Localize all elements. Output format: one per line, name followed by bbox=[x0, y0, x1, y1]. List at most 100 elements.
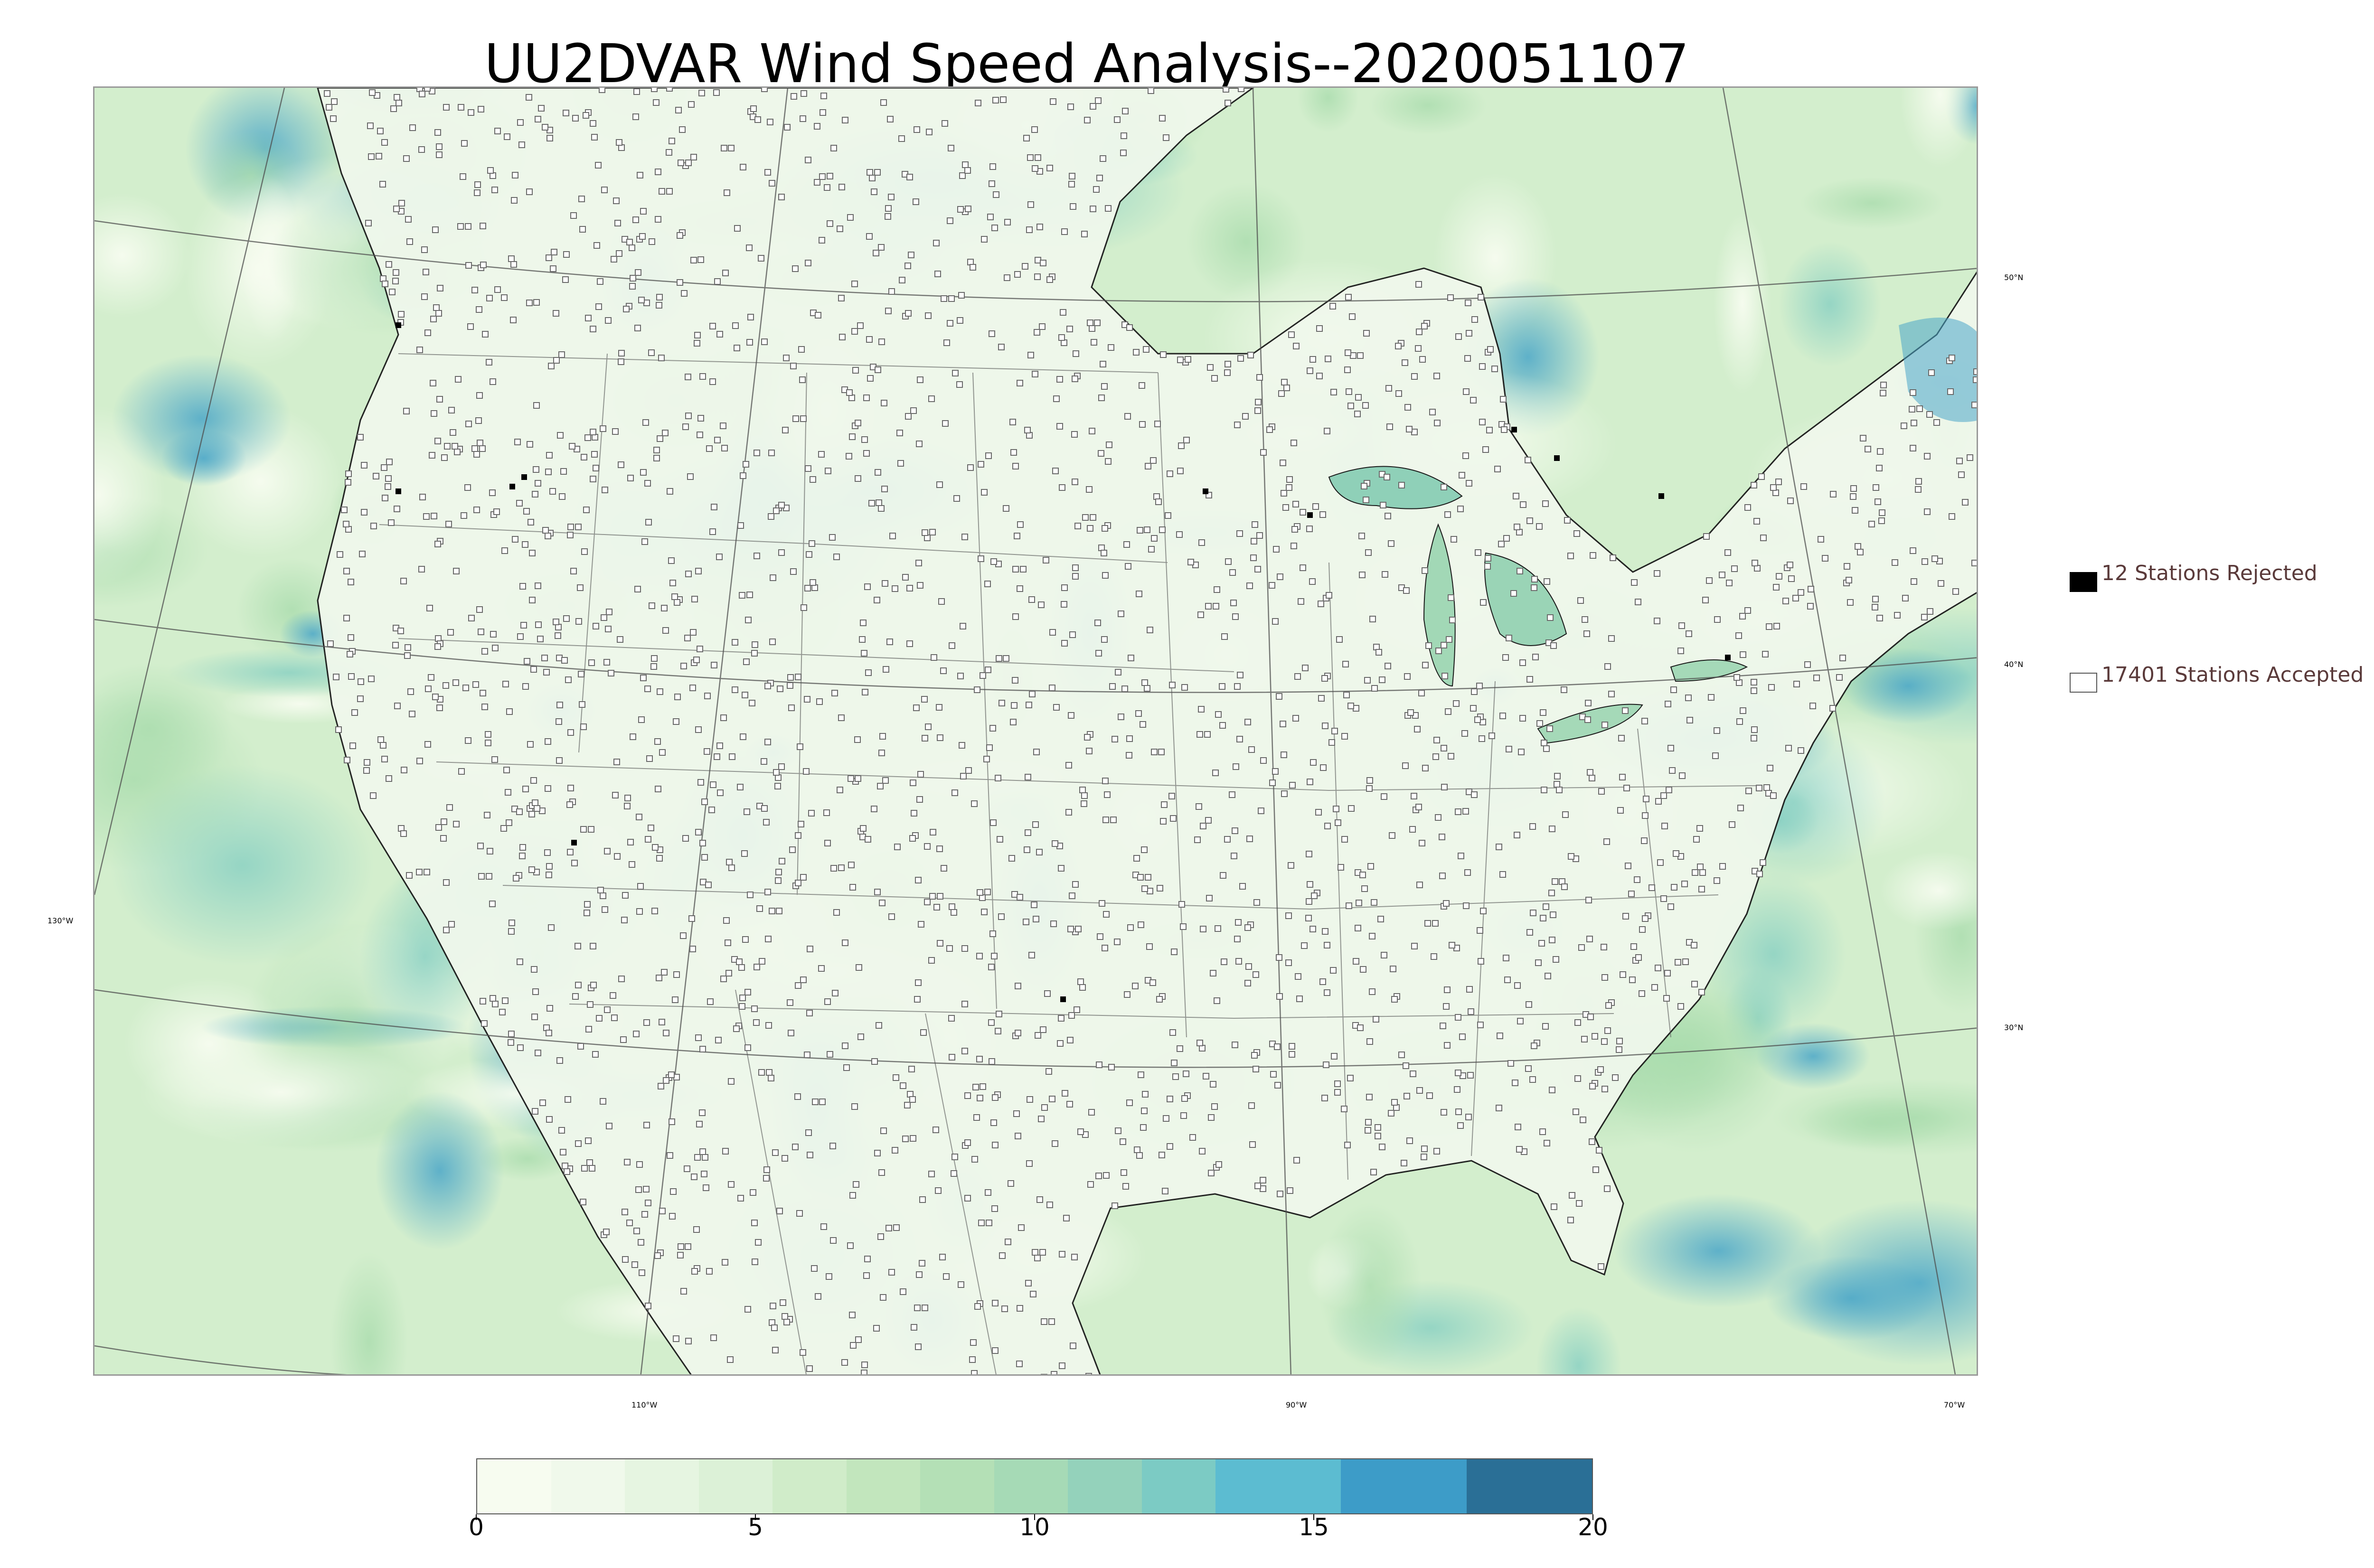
accepted-station-marker bbox=[1502, 654, 1509, 661]
accepted-station-marker bbox=[493, 508, 500, 515]
accepted-station-marker bbox=[1137, 874, 1144, 881]
accepted-station-marker bbox=[1147, 627, 1153, 633]
accepted-station-marker bbox=[662, 430, 669, 436]
accepted-station-marker bbox=[1682, 958, 1689, 965]
accepted-station-marker bbox=[1543, 745, 1550, 752]
accepted-station-marker bbox=[763, 819, 770, 826]
accepted-station-marker bbox=[1365, 1119, 1372, 1126]
accepted-station-marker bbox=[435, 824, 442, 831]
accepted-station-marker bbox=[682, 423, 689, 430]
accepted-station-marker bbox=[1091, 339, 1097, 346]
accepted-station-marker bbox=[878, 338, 885, 345]
accepted-station-marker bbox=[1120, 150, 1127, 156]
accepted-station-marker bbox=[484, 812, 490, 818]
accepted-station-marker bbox=[1331, 1053, 1338, 1060]
accepted-station-marker bbox=[1760, 859, 1766, 866]
accepted-station-marker bbox=[986, 744, 993, 751]
accepted-station-marker bbox=[485, 740, 491, 746]
accepted-station-marker bbox=[1655, 798, 1662, 805]
accepted-station-marker bbox=[739, 1003, 745, 1010]
accepted-station-marker bbox=[1526, 676, 1533, 683]
accepted-station-marker bbox=[1017, 521, 1024, 528]
accepted-station-marker bbox=[993, 191, 999, 198]
accepted-station-marker bbox=[877, 1233, 884, 1240]
accepted-station-marker bbox=[1254, 566, 1261, 573]
accepted-station-marker bbox=[636, 814, 642, 820]
accepted-station-marker bbox=[951, 789, 958, 796]
accepted-station-marker bbox=[1467, 1072, 1474, 1079]
accepted-station-marker bbox=[1067, 926, 1074, 932]
accepted-station-marker bbox=[996, 655, 1002, 662]
accepted-station-marker bbox=[951, 909, 957, 916]
accepted-station-marker bbox=[998, 344, 1005, 350]
accepted-station-marker bbox=[1712, 752, 1719, 759]
accepted-station-marker bbox=[722, 270, 729, 276]
accepted-station-marker bbox=[1096, 175, 1103, 181]
accepted-station-marker bbox=[869, 175, 876, 181]
accepted-station-marker bbox=[722, 1148, 729, 1155]
accepted-station-marker bbox=[1318, 601, 1324, 607]
accepted-station-marker bbox=[1660, 895, 1667, 902]
accepted-station-marker bbox=[1180, 1112, 1187, 1119]
accepted-station-marker bbox=[1177, 468, 1184, 474]
accepted-station-marker bbox=[560, 1149, 566, 1155]
accepted-station-marker bbox=[419, 494, 426, 500]
accepted-station-marker bbox=[1773, 584, 1780, 591]
accepted-station-marker bbox=[772, 1347, 779, 1353]
accepted-station-marker bbox=[976, 1056, 983, 1062]
accepted-station-marker bbox=[1219, 722, 1226, 729]
accepted-station-marker bbox=[638, 716, 645, 723]
accepted-station-marker bbox=[636, 908, 643, 915]
accepted-station-marker bbox=[851, 281, 858, 287]
rejected-station-marker bbox=[1203, 488, 1208, 494]
accepted-station-marker bbox=[517, 633, 524, 640]
accepted-station-marker bbox=[639, 1269, 645, 1276]
accepted-station-marker bbox=[871, 1058, 878, 1065]
accepted-station-marker bbox=[590, 429, 596, 435]
accepted-station-marker bbox=[458, 768, 465, 775]
accepted-station-marker bbox=[888, 1269, 895, 1276]
accepted-station-marker bbox=[1830, 491, 1837, 498]
accepted-station-marker bbox=[1618, 735, 1625, 742]
map-title: UU2DVAR Wind Speed Analysis--2020051107 bbox=[484, 33, 1689, 95]
accepted-station-marker bbox=[1361, 483, 1367, 489]
accepted-station-marker bbox=[1215, 1161, 1222, 1168]
accepted-station-marker bbox=[1667, 903, 1674, 910]
accepted-station-marker bbox=[533, 466, 539, 473]
accepted-station-marker bbox=[471, 445, 478, 452]
accepted-station-marker bbox=[1766, 623, 1772, 630]
accepted-station-marker bbox=[990, 1119, 997, 1126]
accepted-station-marker bbox=[1612, 1074, 1619, 1081]
accepted-station-marker bbox=[1389, 832, 1395, 839]
accepted-station-marker bbox=[457, 223, 464, 230]
accepted-station-marker bbox=[1480, 599, 1487, 606]
accepted-station-marker bbox=[961, 534, 968, 540]
accepted-station-marker bbox=[863, 1272, 870, 1279]
accepted-station-marker bbox=[953, 495, 960, 502]
accepted-station-marker bbox=[1033, 916, 1039, 922]
wind-speed-map[interactable] bbox=[93, 86, 1978, 1376]
land-outline bbox=[317, 88, 1977, 1374]
accepted-station-marker bbox=[556, 702, 563, 708]
accepted-station-marker bbox=[1159, 1152, 1165, 1158]
accepted-station-marker bbox=[501, 547, 508, 554]
accepted-station-marker bbox=[1804, 661, 1811, 668]
accepted-station-marker bbox=[1181, 1095, 1188, 1102]
accepted-station-marker bbox=[530, 777, 537, 784]
accepted-station-marker bbox=[812, 1099, 819, 1105]
accepted-station-marker bbox=[941, 865, 947, 872]
accepted-station-marker bbox=[526, 94, 532, 101]
accepted-station-marker bbox=[874, 889, 881, 895]
accepted-station-marker bbox=[519, 853, 526, 859]
accepted-station-marker bbox=[784, 124, 791, 131]
accepted-station-marker bbox=[1872, 604, 1878, 610]
accepted-station-marker bbox=[1877, 448, 1884, 455]
accepted-station-marker bbox=[1503, 535, 1510, 542]
accepted-station-marker bbox=[1341, 733, 1348, 740]
accepted-station-marker bbox=[478, 106, 484, 113]
accepted-station-marker bbox=[886, 1225, 892, 1231]
accepted-station-marker bbox=[699, 1109, 706, 1116]
accepted-station-marker bbox=[708, 807, 715, 813]
accepted-station-marker bbox=[1371, 685, 1378, 692]
accepted-station-marker bbox=[914, 126, 920, 133]
